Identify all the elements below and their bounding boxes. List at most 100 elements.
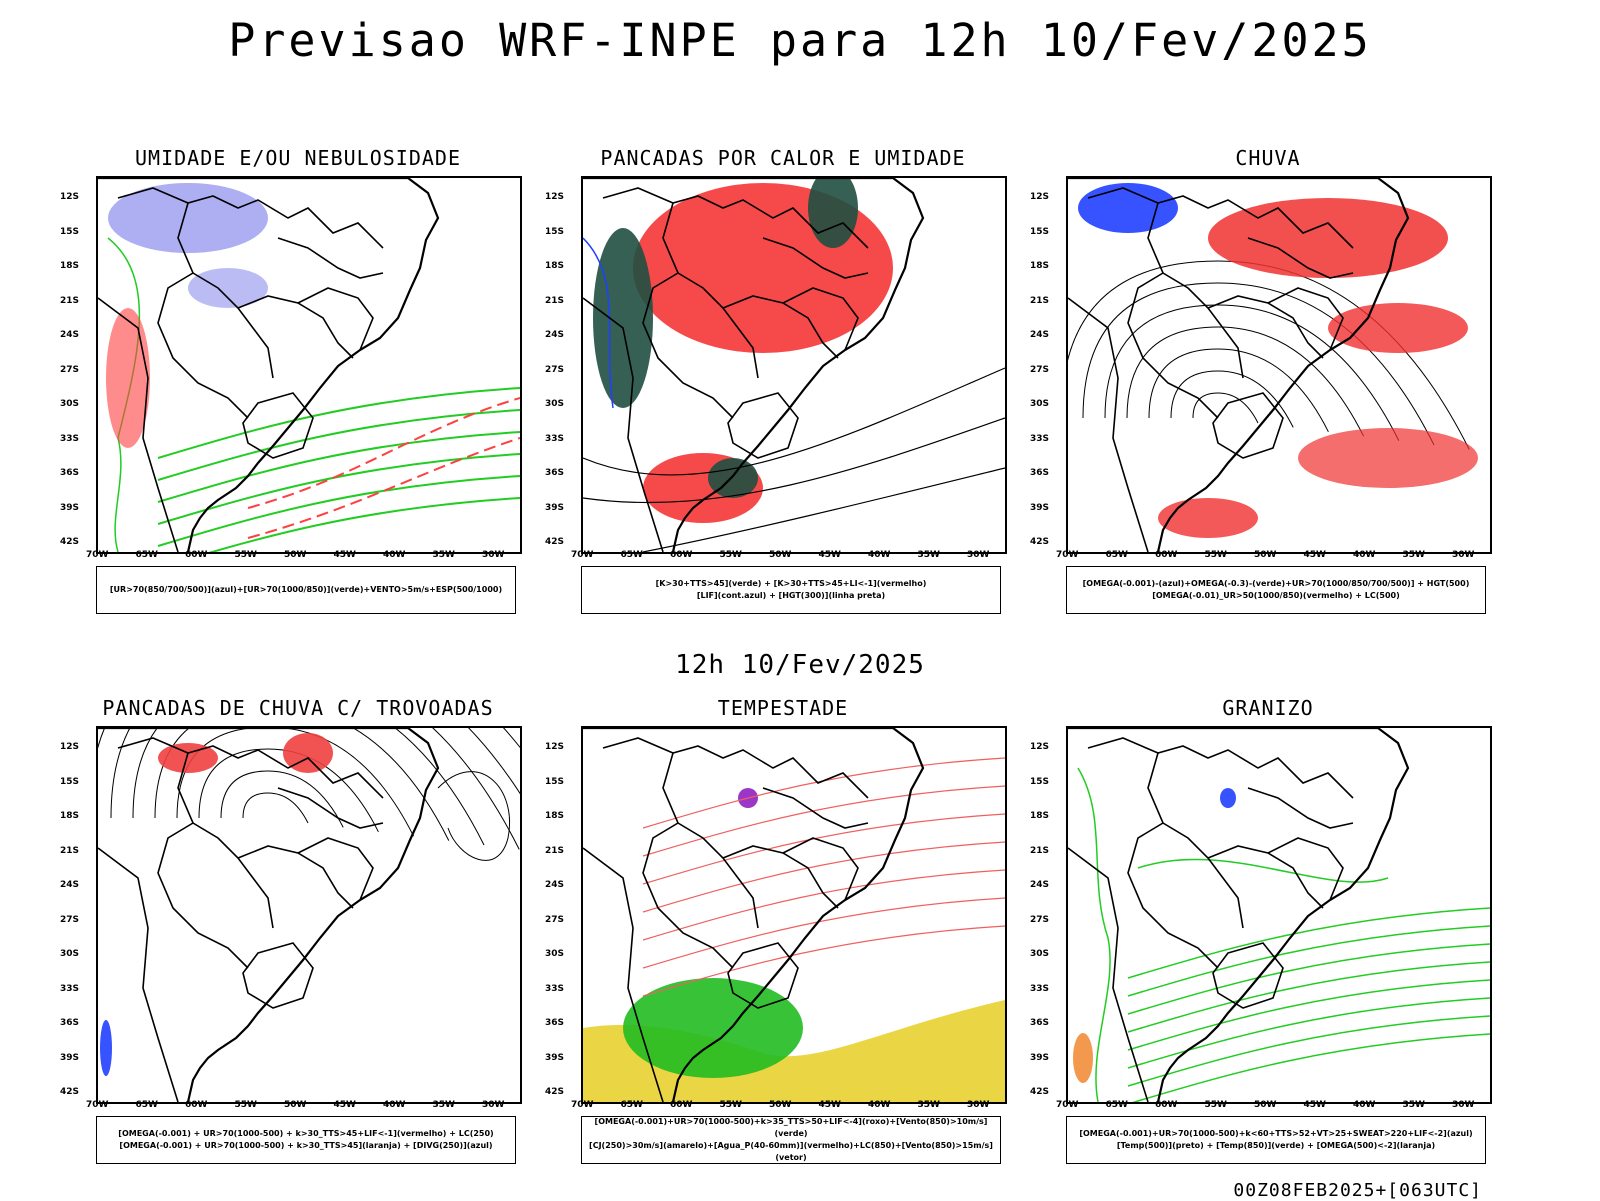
latitude-label: 33S <box>1030 433 1050 444</box>
latitude-label: 18S <box>60 811 80 821</box>
longitude-label: 35W <box>432 550 455 560</box>
longitude-label: 70W <box>1056 550 1079 560</box>
longitude-label: 55W <box>1204 1100 1227 1110</box>
longitude-label: 70W <box>86 1100 109 1110</box>
panel-legend: [OMEGA(-0.001)+UR>70(1000-500)+k<60+TTS>… <box>1066 1116 1486 1164</box>
latitude-label: 18S <box>545 811 565 821</box>
latitude-label: 33S <box>60 433 80 444</box>
panel-tempestade: TEMPESTADE 12S 15S 18S 21S 24S 27S 30S 33S 36S 39… <box>545 696 1043 1166</box>
longitude-label: 60W <box>1155 550 1178 560</box>
longitude-label: 50W <box>284 1100 307 1110</box>
longitude-label: 70W <box>571 550 594 560</box>
longitude-label: 40W <box>868 550 891 560</box>
latitude-label: 42S <box>60 1087 80 1097</box>
panel-title: GRANIZO <box>1222 696 1314 720</box>
longitude-label: 30W <box>1452 550 1475 560</box>
latitude-label: 27S <box>545 914 565 925</box>
longitude-label: 70W <box>1056 1100 1079 1110</box>
longitude-label: 35W <box>1402 550 1425 560</box>
latitude-label: 27S <box>1030 364 1050 375</box>
forecast-map <box>1066 726 1492 1104</box>
longitude-label: 40W <box>383 1100 406 1110</box>
weather-field-layer <box>106 183 520 552</box>
longitude-label: 60W <box>670 1100 693 1110</box>
longitude-label: 45W <box>333 550 356 560</box>
panel-legend: [UR>70(850/700/500)](azul)+[UR>70(1000/8… <box>96 566 516 614</box>
latitude-label: 30S <box>545 949 565 959</box>
longitude-label: 55W <box>234 1100 257 1110</box>
latitude-label: 12S <box>1030 192 1050 202</box>
weather-field-layer <box>583 757 1005 1102</box>
latitude-label: 39S <box>60 502 80 513</box>
panel-title: CHUVA <box>1235 146 1301 170</box>
longitude-label: 60W <box>1155 1100 1178 1110</box>
latitude-label: 21S <box>1030 845 1050 856</box>
legend-line: [OMEGA(-0.001)+UR>70(1000-500)+k>35_TTS>… <box>594 1117 988 1138</box>
latitude-label: 39S <box>1030 502 1050 513</box>
legend-line: [OMEGA(-0.001) + UR>70(1000-500) + k>30_… <box>118 1129 494 1138</box>
latitude-label: 24S <box>60 330 80 340</box>
legend-line: [OMEGA(-0.01)_UR>50(1000/850)(vermelho) … <box>1152 591 1400 600</box>
longitude-label: 50W <box>769 1100 792 1110</box>
latitude-label: 12S <box>60 192 80 202</box>
latitude-label: 24S <box>1030 880 1050 890</box>
panel-title: UMIDADE E/OU NEBULOSIDADE <box>134 146 462 170</box>
legend-line: [K>30+TTS>45](verde) + [K>30+TTS>45+LI<-… <box>655 579 927 588</box>
latitude-label: 15S <box>1030 776 1050 787</box>
latitude-label: 30S <box>60 399 80 409</box>
latitude-label: 42S <box>545 537 565 547</box>
latitude-label: 24S <box>545 330 565 340</box>
panel-chuva: CHUVA 12S 15S 18S 21S 24S 27S 30S 33S 36S 39S 42S 7… <box>1030 146 1528 616</box>
latitude-label: 36S <box>60 1018 80 1028</box>
latitude-label: 30S <box>545 399 565 409</box>
latitude-label: 21S <box>60 295 80 306</box>
latitude-label: 21S <box>60 845 80 856</box>
weather-field-layer <box>1073 767 1490 1102</box>
longitude-label: 55W <box>719 1100 742 1110</box>
latitude-label: 42S <box>60 537 80 547</box>
latitude-label: 36S <box>60 468 80 478</box>
weather-field-layer <box>1068 183 1478 538</box>
latitude-label: 15S <box>545 226 565 237</box>
legend-line: [Temp(500)](preto) + [Temp(850)](verde) … <box>1116 1141 1436 1150</box>
latitude-label: 42S <box>1030 1087 1050 1097</box>
latitude-label: 24S <box>60 880 80 890</box>
panel-legend: [K>30+TTS>45](verde) + [K>30+TTS>45+LI<-… <box>581 566 1001 614</box>
longitude-label: 65W <box>1105 1100 1128 1110</box>
latitude-label: 33S <box>545 983 565 994</box>
forecast-map <box>96 726 522 1104</box>
orange-omega-area <box>1073 1033 1093 1083</box>
longitude-label: 45W <box>818 1100 841 1110</box>
latitude-label: 39S <box>545 502 565 513</box>
weather-field-layer <box>98 728 520 1076</box>
longitude-label: 35W <box>1402 1100 1425 1110</box>
longitude-label: 40W <box>1353 550 1376 560</box>
longitude-label: 30W <box>1452 1100 1475 1110</box>
latitude-label: 36S <box>1030 1018 1050 1028</box>
forecast-map <box>1066 176 1492 554</box>
red-rain-area <box>1158 498 1258 538</box>
longitude-label: 30W <box>967 1100 990 1110</box>
legend-line: [CJ(250)>30m/s](amarelo)+[Agua_P(40-60mm… <box>589 1141 993 1162</box>
red-contour-area <box>106 308 150 448</box>
forecast-map <box>581 726 1007 1104</box>
latitude-label: 12S <box>60 742 80 752</box>
longitude-label: 30W <box>482 1100 505 1110</box>
latitude-label: 15S <box>60 226 80 237</box>
latitude-label: 18S <box>1030 811 1050 821</box>
panel-pancadas-calor: PANCADAS POR CALOR E UMIDADE 12S 15S 18S 21… <box>545 146 1043 616</box>
longitude-label: 70W <box>86 550 109 560</box>
latitude-label: 27S <box>545 364 565 375</box>
longitude-label: 35W <box>917 550 940 560</box>
longitude-label: 50W <box>1254 550 1277 560</box>
longitude-label: 40W <box>383 550 406 560</box>
latitude-label: 27S <box>1030 914 1050 925</box>
latitude-label: 18S <box>545 261 565 271</box>
longitude-label: 70W <box>571 1100 594 1110</box>
panel-trovoadas: PANCADAS DE CHUVA C/ TROVOADAS 12S 15S 18S… <box>60 696 558 1166</box>
panel-legend: [OMEGA(-0.001) + UR>70(1000-500) + k>30_… <box>96 1116 516 1164</box>
coastline-and-borders <box>1068 178 1410 552</box>
latitude-label: 12S <box>1030 742 1050 752</box>
longitude-label: 65W <box>620 1100 643 1110</box>
latitude-label: 15S <box>60 776 80 787</box>
